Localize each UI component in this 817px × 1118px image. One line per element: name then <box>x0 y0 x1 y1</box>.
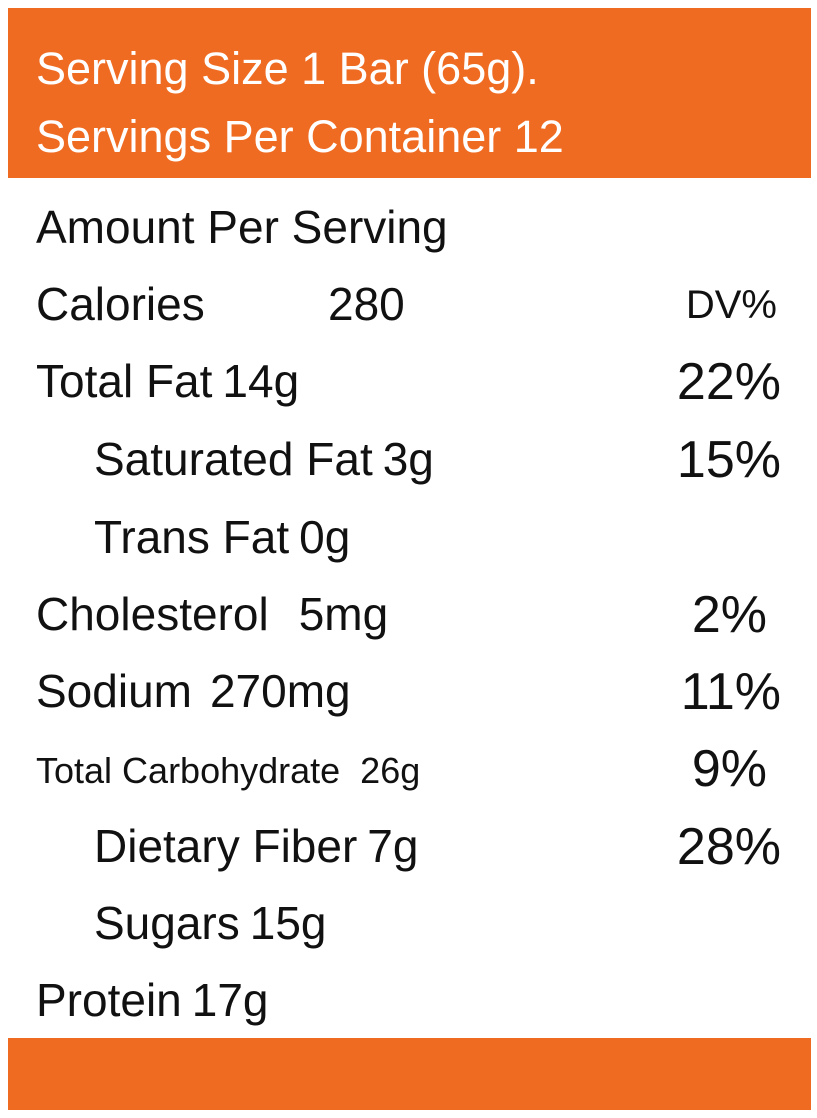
nutrient-row-cholesterol: Cholesterol 5mg 2% <box>0 586 817 651</box>
calories-value: 280 <box>328 278 405 330</box>
daily-value-percent: 15% <box>676 431 781 489</box>
footer-band <box>8 1038 811 1110</box>
daily-value-percent: 11% <box>680 663 781 721</box>
nutrient-label: Total Fat 14g <box>36 355 300 407</box>
nutrient-label: Saturated Fat 3g <box>94 433 434 485</box>
calories-label: Calories <box>36 278 205 330</box>
daily-value-percent: 28% <box>676 818 781 876</box>
nutrient-row-dietary-fiber: Dietary Fiber 7g 28% <box>0 818 817 883</box>
nutrient-label: Dietary Fiber 7g <box>94 820 419 872</box>
servings-per-container-text: Servings Per Container 12 <box>36 111 564 162</box>
nutrient-label: Trans Fat 0g <box>94 511 351 563</box>
nutrient-amount: 26g <box>360 750 421 791</box>
nutrient-row-total-carbohydrate: Total Carbohydrate 26g 9% <box>0 740 817 805</box>
daily-value-percent: 9% <box>691 740 767 798</box>
nutrient-amount: 7g <box>367 820 419 872</box>
nutrient-amount: 17g <box>191 974 269 1026</box>
calories-row: Calories 280 DV% <box>0 281 817 341</box>
nutrient-row-sugars: Sugars 15g <box>0 900 817 960</box>
nutrient-row-saturated-fat: Saturated Fat 3g 15% <box>0 431 817 496</box>
nutrient-amount: 15g <box>249 897 327 949</box>
nutrient-amount: 0g <box>299 511 351 563</box>
nutrient-label: Sugars 15g <box>94 897 327 949</box>
nutrient-amount: 270mg <box>209 665 351 717</box>
amount-per-serving-row: Amount Per Serving <box>0 204 817 264</box>
amount-per-serving-heading: Amount Per Serving <box>36 201 448 253</box>
nutrient-label: Protein 17g <box>36 974 269 1026</box>
nutrient-amount: 3g <box>382 433 434 485</box>
nutrient-label: Sodium 270mg <box>36 665 351 717</box>
header-band <box>8 8 811 178</box>
nutrient-amount: 5mg <box>298 588 389 640</box>
daily-value-percent: 22% <box>676 353 781 411</box>
nutrient-amount: 14g <box>222 355 300 407</box>
nutrient-row-protein: Protein 17g <box>0 977 817 1037</box>
nutrient-row-trans-fat: Trans Fat 0g <box>0 514 817 574</box>
nutrient-row-total-fat: Total Fat 14g 22% <box>0 353 817 418</box>
nutrient-label: Cholesterol 5mg <box>36 588 389 640</box>
daily-value-percent: 2% <box>691 586 767 644</box>
nutrient-label: Total Carbohydrate 26g <box>36 750 421 791</box>
dv-percent-heading: DV% <box>685 283 777 327</box>
nutrient-row-sodium: Sodium 270mg 11% <box>0 663 817 728</box>
serving-size-text: Serving Size 1 Bar (65g). <box>36 43 539 94</box>
